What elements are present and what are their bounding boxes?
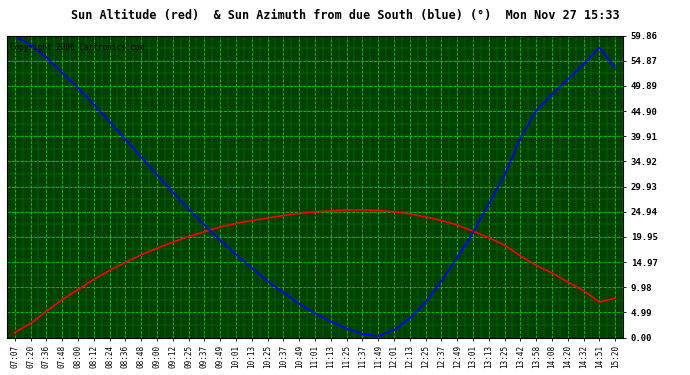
Text: Sun Altitude (red)  & Sun Azimuth from due South (blue) (°)  Mon Nov 27 15:33: Sun Altitude (red) & Sun Azimuth from du…: [70, 9, 620, 22]
Text: Copyright 2006 Cartronics.com: Copyright 2006 Cartronics.com: [10, 43, 144, 52]
